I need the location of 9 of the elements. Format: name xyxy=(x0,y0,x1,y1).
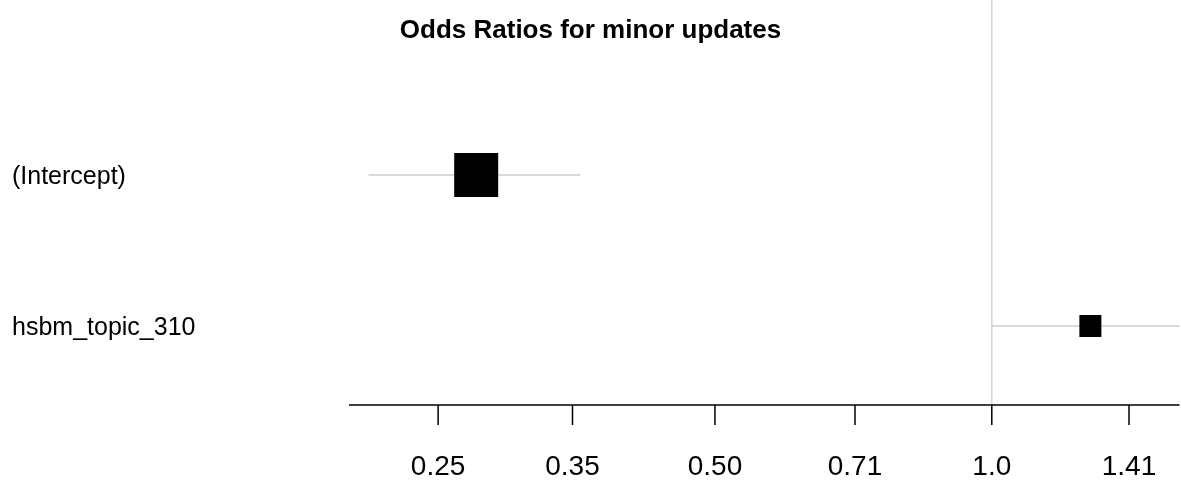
y-tick-label: (Intercept) xyxy=(12,161,126,189)
x-tick-label: 1.0 xyxy=(972,450,1012,481)
text: Odds Ratios for minor updates xyxy=(399,14,782,44)
x-tick-label: 0.25 xyxy=(410,450,466,481)
x-tick-label: 0.35 xyxy=(545,450,600,481)
x-tick-label: 1.41 xyxy=(1101,450,1157,481)
x-tick-label: 0.71 xyxy=(827,450,883,481)
y-tick-label: hsbm_topic_310 xyxy=(12,312,196,340)
x-tick-label: 0.50 xyxy=(687,450,743,481)
